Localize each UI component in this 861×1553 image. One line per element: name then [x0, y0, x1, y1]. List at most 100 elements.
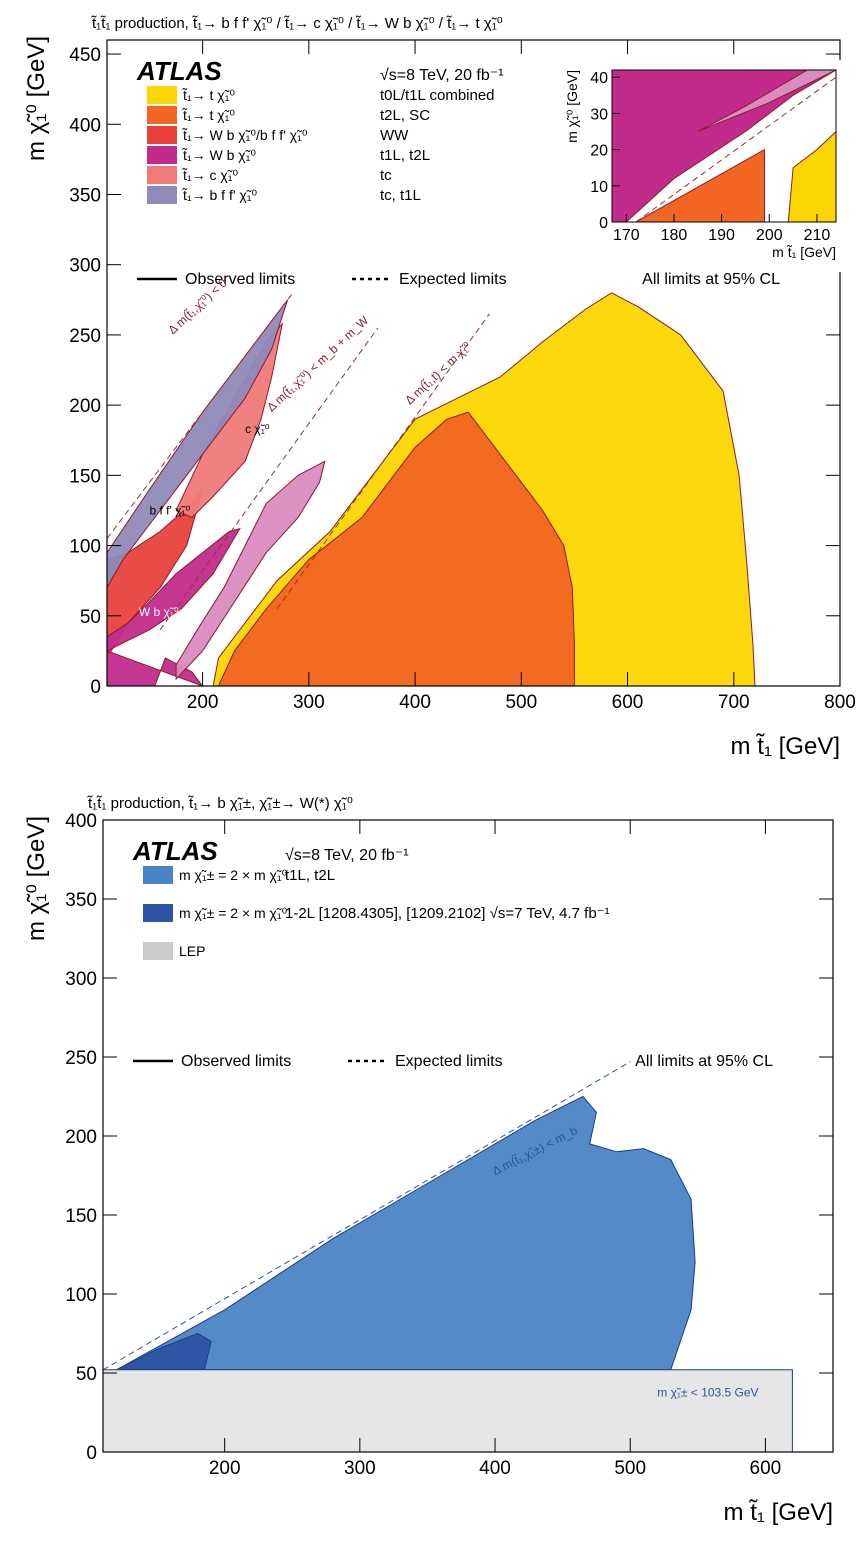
inset-region-t2l	[634, 148, 766, 222]
inset-x-tick-label: 190	[708, 227, 735, 244]
y-tick-label: 150	[69, 466, 101, 487]
kinematic-line-1	[159, 327, 379, 631]
x-tick-label: 700	[718, 692, 750, 713]
kinematic-line-0	[103, 1061, 631, 1371]
inset-y-tick-label: 30	[590, 106, 608, 123]
atlas-brand: ATLAS	[132, 836, 218, 866]
legend-analysis-2: WW	[380, 127, 409, 144]
legend-label-1: m χ̃₁± = 2 × m χ̃₁⁰	[179, 905, 288, 921]
x-tick-label: 300	[293, 692, 325, 713]
kinematic-line-2	[276, 313, 490, 610]
series-region-2	[103, 1369, 793, 1452]
expected-label: Expected limits	[399, 271, 507, 288]
cl-label: All limits at 95% CL	[642, 271, 780, 288]
y-tick-label: 350	[65, 890, 97, 911]
annotation-5: W b χ̃₁⁰	[139, 605, 179, 619]
cl-label: All limits at 95% CL	[635, 1053, 773, 1070]
inset-x-tick-label: 180	[661, 227, 688, 244]
inset-y-tick-label: 20	[590, 143, 608, 160]
x-axis-label: m t̃₁ [GeV]	[724, 1499, 833, 1526]
legend-swatch-0	[143, 866, 173, 884]
inset-x-axis-label: m t̃₁ [GeV]	[772, 244, 836, 260]
y-tick-label: 100	[65, 1285, 97, 1306]
x-tick-label: 400	[479, 1458, 511, 1479]
legend-label-2: t̃₁→ W b χ̃₁⁰/b f f' χ̃₁⁰	[182, 127, 308, 143]
atlas-brand: ATLAS	[136, 56, 222, 86]
y-axis-label: m χ̃₁⁰ [GeV]	[23, 816, 50, 941]
legend-analysis-0: t1L, t2L	[285, 867, 335, 884]
y-tick-label: 50	[80, 607, 101, 628]
y-tick-label: 150	[65, 1206, 97, 1227]
y-tick-label: 350	[69, 185, 101, 206]
chart-title: t̃₁t̃₁ production, t̃₁→ b f f' χ̃₁⁰ / t̃…	[90, 15, 502, 32]
inset-y-tick-label: 10	[590, 179, 608, 196]
legend-swatch-1	[147, 106, 177, 124]
legend-analysis-5: tc, t1L	[380, 187, 421, 204]
y-axis-label: m χ̃₁⁰ [GeV]	[23, 36, 50, 161]
inset-frame	[611, 69, 837, 223]
series-region-1	[116, 1332, 212, 1371]
y-tick-label: 450	[69, 45, 101, 66]
x-tick-label: 500	[614, 1458, 646, 1479]
legend-swatch-1	[143, 904, 173, 922]
legend-label-3: t̃₁→ W b χ̃₁⁰	[182, 147, 257, 163]
x-tick-label: 400	[399, 692, 431, 713]
y-tick-label: 0	[86, 1443, 97, 1464]
legend-label-5: t̃₁→ b f f' χ̃₁⁰	[182, 187, 258, 203]
inset-x-tick-label: 210	[804, 227, 831, 244]
legend-label-2: LEP	[179, 943, 205, 959]
series-region-4	[175, 460, 326, 681]
expected-label: Expected limits	[395, 1053, 503, 1070]
legend-label-4: t̃₁→ c χ̃₁⁰	[182, 167, 239, 183]
inset-region-t0l	[787, 130, 836, 222]
y-tick-label: 0	[90, 677, 101, 698]
x-tick-label: 600	[750, 1458, 782, 1479]
inset-area	[612, 70, 836, 222]
annotation-3: c χ̃₁⁰	[245, 422, 270, 436]
annotation-1: m χ̃₁± < 103.5 GeV	[657, 1386, 758, 1400]
legend-swatch-2	[143, 942, 173, 960]
x-tick-label: 200	[209, 1458, 241, 1479]
series-region-1	[217, 411, 575, 686]
series-region-0	[114, 1095, 696, 1371]
y-tick-label: 50	[76, 1364, 97, 1385]
observed-label: Observed limits	[181, 1053, 291, 1070]
y-tick-label: 300	[65, 969, 97, 990]
legend-label-0: m χ̃₁± = 2 × m χ̃₁⁰	[179, 867, 288, 883]
legend-analysis-4: tc	[380, 167, 392, 184]
inset-y-axis-label: m χ̃₁⁰ [GeV]	[564, 70, 580, 143]
y-tick-label: 250	[69, 326, 101, 347]
x-axis-label: m t̃₁ [GeV]	[731, 733, 840, 760]
legend-swatch-0	[147, 86, 177, 104]
energy-label: √s=8 TeV, 20 fb⁻¹	[380, 67, 504, 84]
energy-label: √s=8 TeV, 20 fb⁻¹	[285, 847, 409, 864]
chart-top: t̃₁t̃₁ production, t̃₁→ b f f' χ̃₁⁰ / t̃…	[23, 15, 856, 760]
legend-swatch-3	[147, 146, 177, 164]
legend-swatch-5	[147, 186, 177, 204]
legend-swatch-2	[147, 126, 177, 144]
x-tick-label: 800	[824, 692, 856, 713]
kinematic-line-0	[107, 292, 294, 539]
plot-frame	[106, 39, 841, 687]
plot-area	[107, 292, 756, 686]
legend-analysis-1: t2L, SC	[380, 107, 430, 124]
inset-region-wb-light	[697, 70, 836, 132]
legend-swatch-4	[147, 166, 177, 184]
x-tick-label: 500	[505, 692, 537, 713]
inset-y-tick-label: 40	[590, 70, 608, 87]
y-tick-label: 250	[65, 1048, 97, 1069]
legend-label-1: t̃₁→ t χ̃₁⁰	[182, 107, 236, 123]
x-tick-label: 200	[187, 692, 219, 713]
y-tick-label: 200	[69, 396, 101, 417]
inset-y-tick-label: 0	[599, 215, 608, 232]
inset-x-tick-label: 200	[756, 227, 783, 244]
y-tick-label: 400	[69, 115, 101, 136]
series-region-3	[107, 527, 241, 686]
plot-area	[103, 1061, 793, 1452]
chart-bottom: t̃₁t̃₁ production, t̃₁→ b χ̃₁±, χ̃₁±→ W(…	[23, 795, 834, 1526]
legend-analysis-3: t1L, t2L	[380, 147, 430, 164]
inset-kinematic-line	[635, 76, 836, 222]
legend-label-0: t̃₁→ t χ̃₁⁰	[182, 87, 236, 103]
y-tick-label: 300	[69, 256, 101, 277]
legend-analysis-0: t0L/t1L combined	[380, 87, 495, 104]
